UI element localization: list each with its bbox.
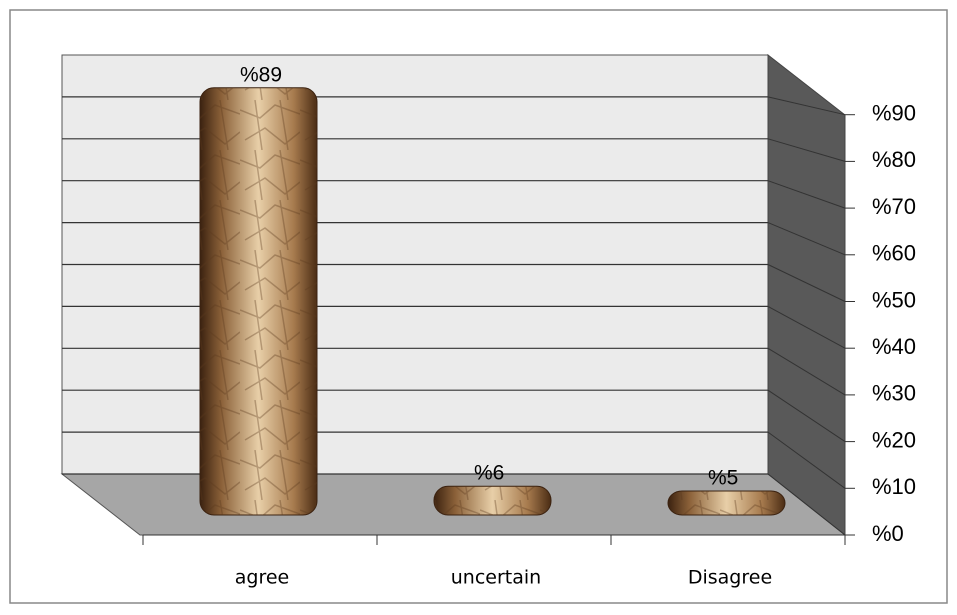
value-label: %5 — [708, 467, 738, 490]
bar-texture — [434, 486, 551, 515]
value-label: %6 — [474, 462, 504, 485]
y-tick-label: %40 — [872, 334, 916, 359]
bar-texture — [200, 87, 317, 516]
grid — [62, 96, 855, 545]
y-tick-label: %90 — [872, 101, 916, 126]
y-tick-label: %30 — [872, 381, 916, 406]
x-tick-label: agree — [235, 567, 289, 589]
value-label: %89 — [240, 63, 282, 86]
grid-line — [767, 431, 846, 489]
grid-line — [767, 180, 846, 209]
bars — [199, 87, 786, 516]
y-tick-label: %50 — [872, 287, 916, 312]
grid-line — [767, 389, 846, 443]
grid-line — [767, 264, 846, 302]
grid-line — [767, 473, 846, 536]
y-tick-label: %80 — [872, 147, 916, 172]
x-tick-label: uncertain — [451, 567, 541, 589]
bar-texture — [668, 491, 785, 515]
grid-line — [767, 305, 846, 349]
grid-line — [767, 138, 846, 162]
y-tick-label: %10 — [872, 474, 916, 499]
side-wall — [767, 53, 846, 537]
grid-line — [767, 222, 846, 256]
y-tick-label: %70 — [872, 194, 916, 219]
grid-line — [767, 347, 846, 396]
y-tick-label: %60 — [872, 241, 916, 266]
y-tick-label: %20 — [872, 427, 916, 452]
grid-line — [767, 96, 846, 116]
y-tick-label: %0 — [872, 521, 904, 546]
x-tick-label: Disagree — [688, 567, 772, 589]
